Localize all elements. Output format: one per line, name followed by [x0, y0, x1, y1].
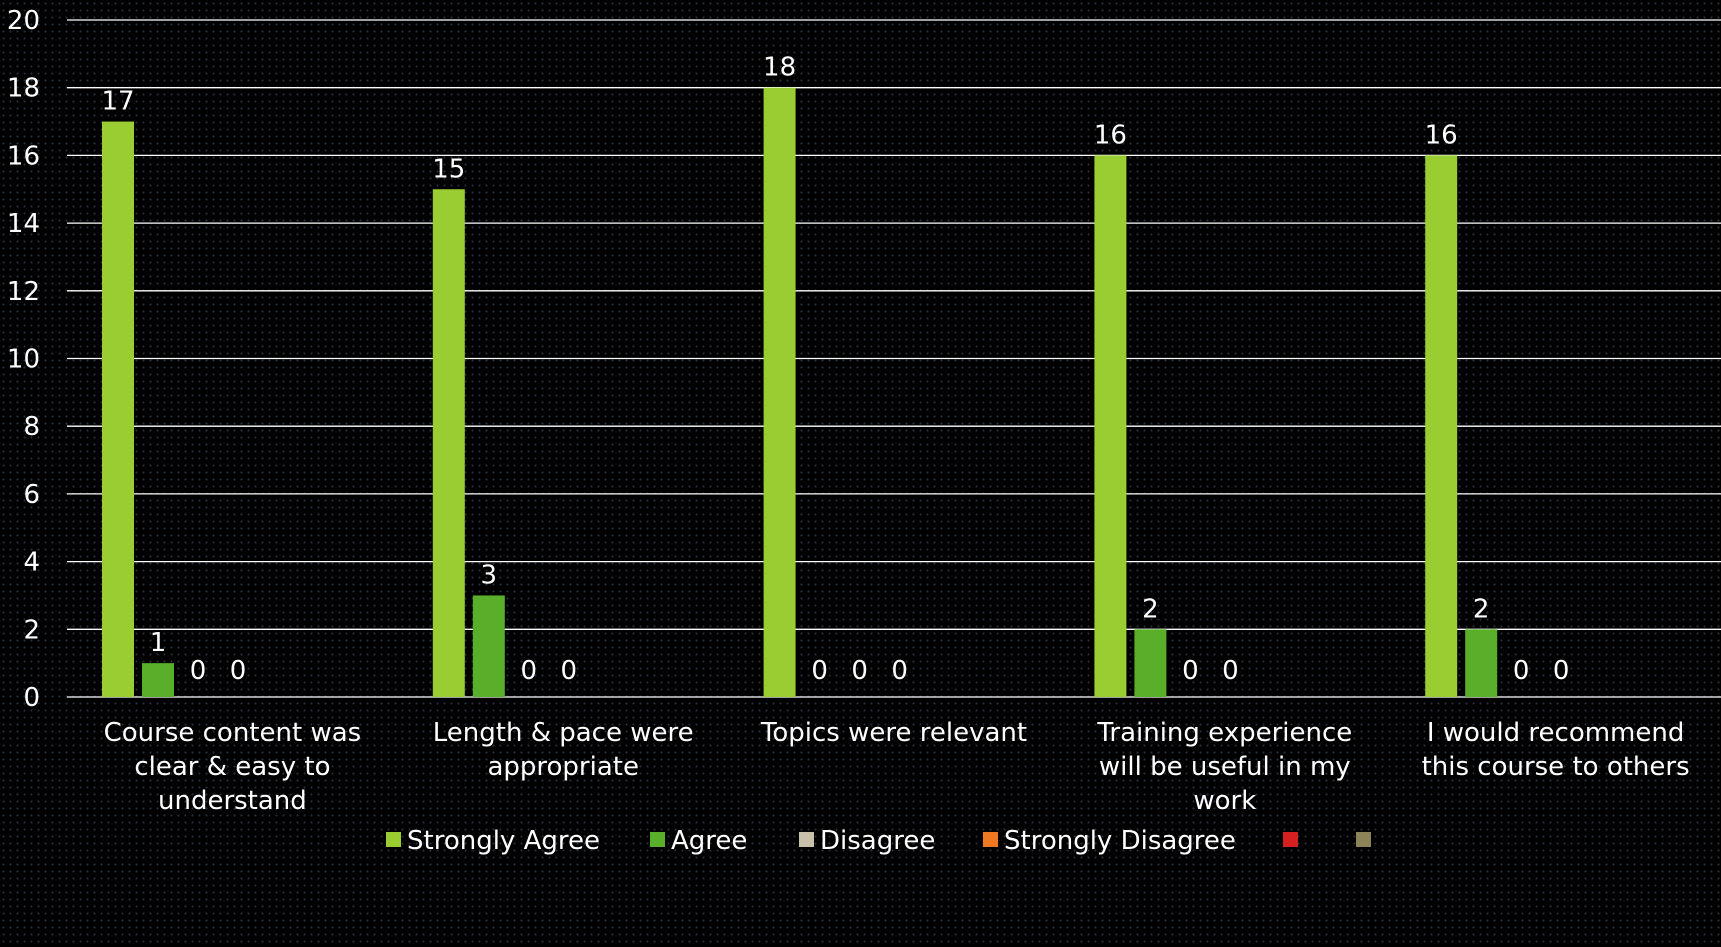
legend-label: Disagree	[820, 826, 935, 856]
legend-swatch	[799, 832, 814, 847]
y-tick-label: 8	[23, 412, 40, 442]
data-label: 2	[1473, 594, 1490, 624]
x-category-label: clear & easy to	[134, 752, 330, 782]
x-category-label: Course content was	[104, 718, 362, 748]
data-label: 0	[190, 656, 207, 686]
data-label: 16	[1094, 120, 1127, 150]
bar	[142, 663, 174, 697]
gridlines	[67, 19, 1721, 698]
bar	[432, 189, 465, 697]
data-label: 1	[150, 628, 167, 658]
x-category-label: appropriate	[487, 752, 639, 782]
x-category-label: will be useful in my	[1099, 752, 1351, 782]
data-label: 3	[481, 560, 498, 590]
data-label: 0	[521, 656, 538, 686]
x-category-label: work	[1193, 786, 1256, 816]
y-tick-label: 10	[7, 345, 40, 375]
x-category-label: Length & pace were	[433, 718, 694, 748]
data-label: 0	[811, 656, 828, 686]
bar	[472, 595, 505, 697]
data-label: 15	[432, 154, 465, 184]
data-label: 0	[891, 656, 908, 686]
x-axis-categories: Course content was clear & easy to underst…	[104, 718, 1690, 816]
data-label: 0	[1513, 656, 1530, 686]
y-tick-label: 0	[23, 683, 40, 713]
y-tick-label: 6	[23, 480, 40, 510]
y-tick-label: 16	[7, 141, 40, 171]
y-tick-label: 12	[7, 277, 40, 307]
bar	[1134, 629, 1167, 697]
data-label: 18	[763, 53, 796, 83]
legend-swatch	[386, 832, 401, 847]
legend-label: Agree	[671, 826, 747, 856]
data-label: 0	[1553, 656, 1570, 686]
x-category-label: Topics were relevant	[760, 718, 1027, 748]
y-tick-label: 20	[7, 6, 40, 36]
data-label: 0	[851, 656, 868, 686]
bar	[763, 87, 796, 697]
legend-label: Strongly Disagree	[1004, 826, 1236, 856]
x-category-label: I would recommend	[1427, 718, 1685, 748]
bar	[1425, 155, 1458, 697]
x-category-label: understand	[158, 786, 307, 816]
data-label: 16	[1425, 120, 1458, 150]
bar	[102, 121, 134, 698]
legend-swatch	[650, 832, 665, 847]
x-category-label: Training experience	[1096, 718, 1352, 748]
y-tick-label: 18	[7, 74, 40, 104]
data-label: 2	[1142, 594, 1159, 624]
data-label: 0	[1182, 656, 1199, 686]
data-label: 0	[561, 656, 578, 686]
bar	[1094, 155, 1127, 697]
legend-swatch	[983, 832, 998, 847]
legend-swatch	[1283, 832, 1298, 847]
data-label: 0	[230, 656, 247, 686]
bars	[102, 87, 1498, 698]
legend: Strongly Agree Agree Disagree Strongly Disa…	[386, 826, 1371, 856]
x-category-label: this course to others	[1422, 752, 1690, 782]
y-axis: 0 2 4 6 8 10 12 14 16 18 20	[7, 6, 40, 713]
bar	[1465, 629, 1498, 697]
data-label: 17	[101, 87, 134, 117]
y-tick-label: 14	[7, 209, 40, 239]
legend-swatch	[1356, 832, 1371, 847]
legend-label: Strongly Agree	[407, 826, 600, 856]
y-tick-label: 4	[23, 548, 40, 578]
data-label: 0	[1222, 656, 1239, 686]
y-tick-label: 2	[23, 615, 40, 645]
